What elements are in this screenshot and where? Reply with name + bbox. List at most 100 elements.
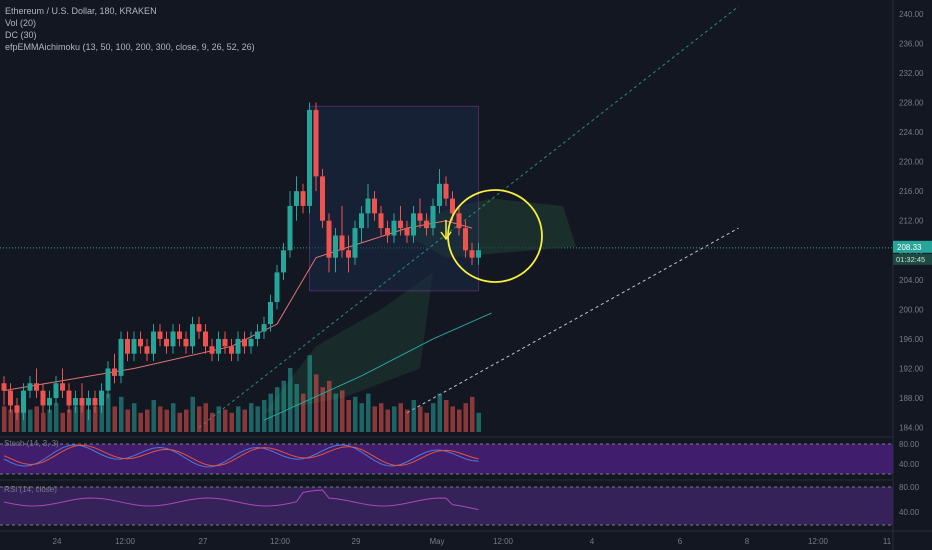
candle-body (274, 272, 280, 302)
candle-body (66, 390, 72, 406)
candle-body (216, 338, 221, 354)
volume-bar (47, 409, 52, 432)
volume-bar (281, 380, 286, 432)
candle-body (21, 390, 26, 413)
stoch-d-line (3, 444, 479, 467)
volume-bar (171, 403, 176, 432)
volume-bar (327, 380, 332, 432)
candle-body (27, 383, 33, 391)
candle-body (203, 331, 208, 347)
volume-bar (268, 393, 273, 432)
volume-bar (177, 412, 182, 432)
candle-body (287, 205, 293, 251)
volume-bar (2, 406, 7, 432)
stoch-label: Stoch (14, 3, 3) (4, 439, 59, 448)
time-tick-label: 12:00 (270, 537, 291, 546)
stoch-level-80: 80.00 (899, 440, 920, 449)
candle-body (255, 331, 260, 339)
volume-bar (314, 374, 319, 432)
volume-bar (190, 396, 195, 432)
price-tick-label: 220.00 (899, 158, 924, 167)
candle-body (183, 338, 189, 347)
volume-bar (125, 409, 130, 432)
candle-body (294, 191, 299, 206)
time-tick-label: 12:00 (493, 537, 514, 546)
candle-body (229, 346, 234, 354)
candle-body (307, 109, 312, 206)
candle-body (391, 220, 397, 236)
candle-body (235, 338, 241, 354)
legend-donchian[interactable]: DC (30) (5, 30, 37, 40)
time-tick-label: 4 (590, 537, 595, 546)
legend-symbol[interactable]: Ethereum / U.S. Dollar, 180, KRAKEN (5, 6, 157, 16)
volume-bar (132, 403, 137, 432)
candle-body (40, 390, 46, 406)
candle-body (99, 390, 104, 406)
time-tick-label: 27 (199, 537, 208, 546)
volume-bar (411, 400, 416, 432)
price-tick-label: 228.00 (899, 99, 924, 108)
legend-volume[interactable]: Vol (20) (5, 18, 37, 28)
volume-bar (8, 409, 13, 432)
volume-bar (184, 409, 189, 432)
countdown-badge (893, 253, 932, 265)
price-tick-label: 184.00 (899, 424, 924, 433)
candle-body (417, 213, 423, 221)
candle-body (398, 220, 403, 229)
time-tick-label: 8 (745, 537, 750, 546)
candle-body (105, 368, 111, 391)
candle-body (79, 398, 85, 406)
volume-bar (119, 396, 124, 432)
stoch-k-line (3, 444, 479, 468)
volume-bar (54, 403, 59, 432)
volume-bar (418, 406, 423, 432)
volume-bar (203, 403, 208, 432)
volume-bar (86, 409, 91, 432)
volume-bar (437, 393, 442, 432)
chart-legend: Ethereum / U.S. Dollar, 180, KRAKEN Vol … (5, 5, 255, 53)
volume-bar (60, 412, 65, 432)
time-tick-label: 12:00 (115, 537, 136, 546)
legend-ema[interactable]: efpEMMAichimoku (13, 50, 100, 200, 300, … (5, 42, 255, 52)
volume-bar (15, 412, 20, 432)
price-tick-label: 232.00 (899, 69, 924, 78)
volume-bar (405, 409, 410, 432)
volume-bar (262, 400, 267, 432)
candle-body (456, 213, 462, 229)
time-tick-label: 24 (53, 537, 62, 546)
volume-bar (80, 400, 85, 432)
stoch-band (0, 444, 893, 474)
candle-body (151, 331, 156, 354)
candle-body (86, 398, 91, 406)
candle-body (112, 368, 117, 376)
candle-body (118, 338, 124, 376)
stoch-level-40: 40.00 (899, 460, 920, 469)
candle-body (170, 331, 176, 347)
candle-body (450, 198, 455, 214)
time-tick-label: 11 (883, 537, 892, 546)
volume-bar (112, 406, 117, 432)
candle-body (177, 331, 182, 339)
candle-body (209, 346, 215, 354)
candle-body (92, 398, 98, 406)
candle-body (372, 198, 377, 214)
price-tick-label: 196.00 (899, 335, 924, 344)
candle-body (359, 213, 364, 229)
volume-bar (67, 409, 72, 432)
candle-body (125, 338, 130, 354)
price-tick-label: 188.00 (899, 394, 924, 403)
volume-bar (470, 396, 475, 432)
rsi-level-80: 80.00 (899, 483, 920, 492)
volume-bar (424, 412, 429, 432)
candle-body (164, 338, 169, 347)
volume-bar (223, 409, 228, 432)
volume-bar (145, 409, 150, 432)
volume-bar (249, 403, 254, 432)
volume-bar (463, 403, 468, 432)
candle-body (378, 213, 384, 229)
rsi-label: RSI (14, close) (4, 485, 57, 494)
candle-body (404, 228, 410, 236)
candle-body (281, 250, 286, 273)
time-tick-label: 6 (678, 537, 683, 546)
